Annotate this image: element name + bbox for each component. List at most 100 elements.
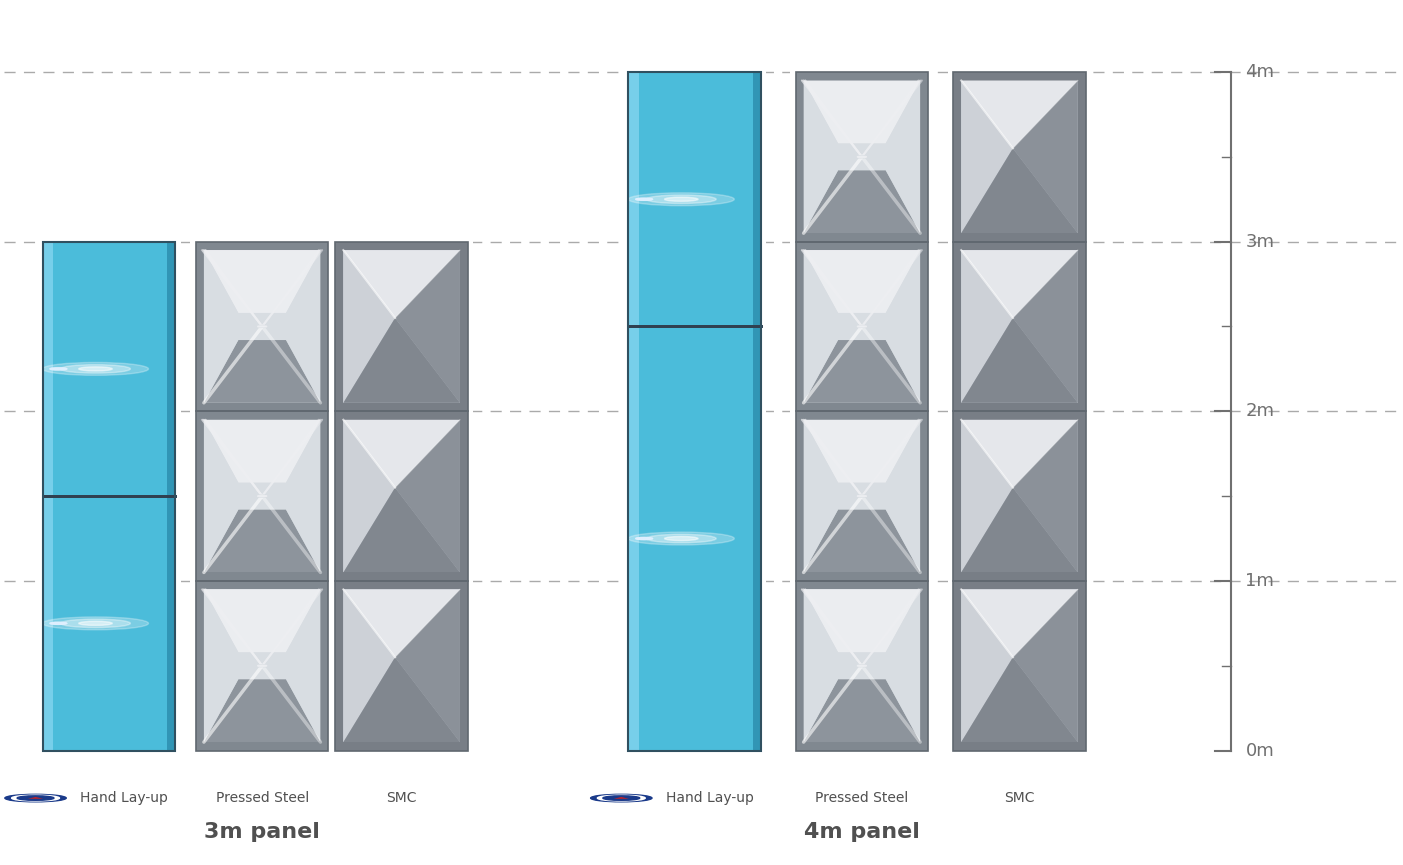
Polygon shape [804,80,838,234]
Bar [796,241,929,411]
Polygon shape [1013,250,1078,403]
Polygon shape [961,420,1013,573]
Bar [42,241,53,497]
Polygon shape [961,149,1078,234]
Circle shape [254,325,271,328]
Circle shape [636,537,652,540]
Polygon shape [961,488,1078,573]
Polygon shape [203,420,320,483]
Text: Pressed Steel: Pressed Steel [815,791,909,805]
Bar [961,80,1078,234]
Bar [335,241,467,411]
Polygon shape [203,250,320,313]
Bar [167,497,175,751]
Bar [196,241,328,411]
Circle shape [647,195,716,203]
Circle shape [258,665,267,666]
Bar [42,241,175,497]
Polygon shape [203,679,320,742]
Polygon shape [344,318,460,403]
Text: SMC: SMC [386,791,417,805]
Polygon shape [203,509,320,573]
Bar [344,420,460,573]
Polygon shape [344,589,460,657]
Circle shape [254,665,271,667]
Bar [947,241,1092,412]
Circle shape [254,495,271,497]
Bar [796,241,929,411]
Circle shape [603,796,640,800]
Bar [191,580,334,751]
Circle shape [42,617,149,630]
Bar [335,581,467,751]
Text: 3m: 3m [1246,233,1274,251]
Polygon shape [961,589,1013,742]
Bar [196,241,328,411]
Bar [796,411,929,581]
Polygon shape [804,340,920,403]
Polygon shape [961,80,1013,234]
Polygon shape [1013,80,1078,234]
Bar [947,71,1092,242]
Bar [203,420,320,573]
Bar [753,72,760,326]
Polygon shape [804,80,920,144]
Text: 4m panel: 4m panel [804,822,920,842]
Circle shape [857,326,867,327]
Polygon shape [961,318,1078,403]
Polygon shape [961,80,1078,149]
Bar [796,72,929,241]
Bar [629,72,760,326]
Bar [335,581,467,751]
Bar [790,580,934,751]
Circle shape [665,536,699,541]
Circle shape [857,665,867,666]
Bar [203,250,320,403]
Bar [42,497,175,751]
Circle shape [598,795,645,801]
Bar [629,326,760,751]
Text: SMC: SMC [1005,791,1035,805]
Circle shape [854,156,870,157]
Text: 1m: 1m [1246,572,1274,590]
Polygon shape [1013,589,1078,742]
Polygon shape [203,420,239,573]
Circle shape [60,619,130,628]
Polygon shape [804,679,920,742]
Polygon shape [804,250,838,403]
Circle shape [51,368,67,370]
Circle shape [51,622,67,625]
Bar [344,250,460,403]
Polygon shape [804,420,838,573]
Bar [629,72,638,326]
Circle shape [42,362,149,375]
Polygon shape [203,340,320,403]
Bar [629,72,760,751]
Polygon shape [344,420,396,573]
Bar [804,420,920,573]
Circle shape [629,532,734,545]
Polygon shape [1013,420,1078,573]
Bar [42,497,175,751]
Text: 0m: 0m [1246,741,1274,759]
Bar [330,580,473,751]
Bar [953,241,1086,411]
Circle shape [665,197,699,202]
Bar [42,241,175,497]
Circle shape [11,795,59,801]
Text: Hand Lay-up: Hand Lay-up [666,791,753,805]
Bar [753,326,760,751]
Polygon shape [344,250,460,318]
Bar [191,241,334,412]
Circle shape [636,198,652,201]
Bar [796,581,929,751]
Bar [796,581,929,751]
Polygon shape [396,420,460,573]
Polygon shape [203,589,239,742]
Bar [796,72,929,241]
Circle shape [854,665,870,667]
Circle shape [629,532,734,545]
Polygon shape [961,657,1078,742]
Bar [953,581,1086,751]
Bar [953,72,1086,241]
